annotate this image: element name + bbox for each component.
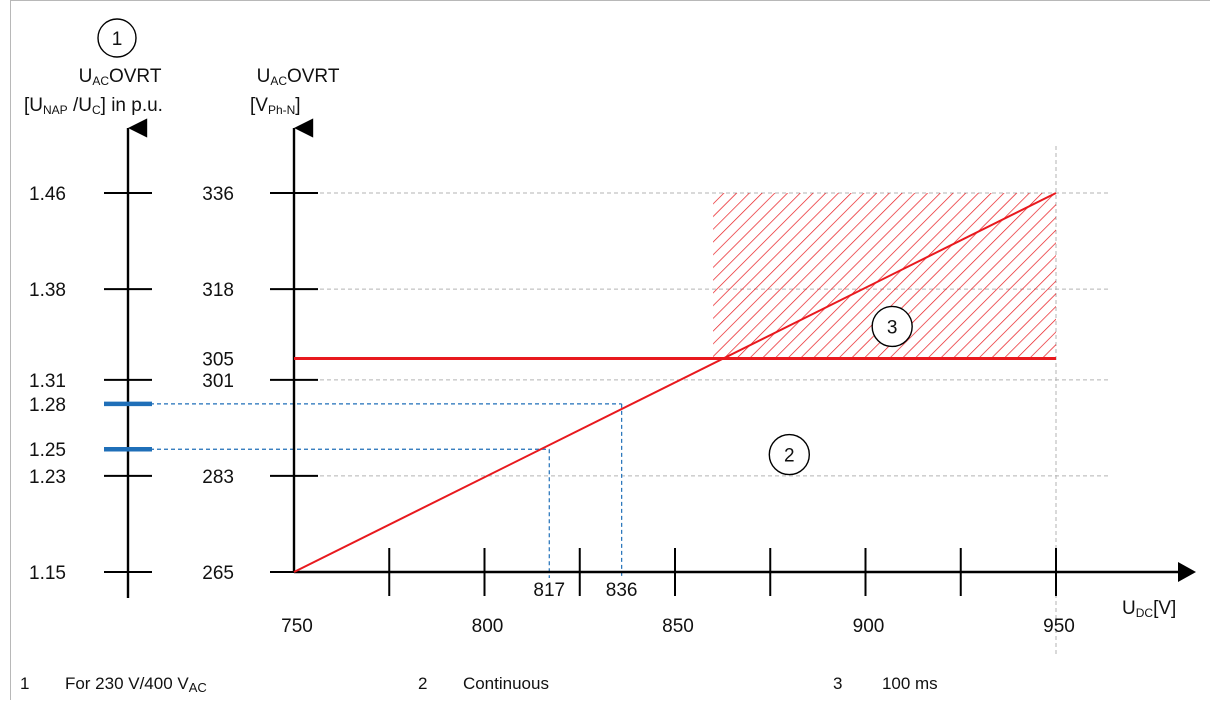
region-marker-label: 2: [784, 446, 795, 467]
left-axis-tick-label: 1.15: [29, 563, 66, 584]
left-axis-highlight-label: 1.28: [29, 395, 66, 416]
left-axis-unit-part: /U: [68, 95, 92, 116]
x-axis-tick-label: 900: [853, 616, 885, 637]
left-axis-title-part: OVRT: [109, 66, 162, 87]
x-axis-title-part: U: [1122, 598, 1136, 619]
right-axis-title-part: OVRT: [287, 66, 340, 87]
left-axis-title-part: U: [79, 66, 93, 87]
ovrt-limit-line: [293, 192, 1057, 573]
legend-item-3: 3 100 ms: [833, 674, 938, 694]
right-axis-tick-label: 301: [202, 371, 234, 392]
region-marker-label: 3: [887, 317, 898, 338]
right-axis-tick-label: 336: [202, 184, 234, 205]
x-axis-arrowhead: [1178, 562, 1196, 582]
x-axis-tick-label: 850: [662, 616, 694, 637]
legend-text: Continuous: [462, 674, 549, 693]
left-axis-unit-part: C: [92, 103, 101, 117]
right-axis-unit: [VPh-N]: [250, 95, 301, 117]
left-axis-tick-label: 1.38: [29, 280, 66, 301]
x-axis-highlight-label: 817: [533, 580, 565, 601]
region-marker-circle: [871, 305, 913, 348]
legend-text: For 230 V/400 V: [64, 674, 189, 693]
x-axis-tick-label: 950: [1043, 616, 1075, 637]
left-axis-unit-part: [U: [24, 95, 43, 116]
x-axis-tick-label: 800: [472, 616, 504, 637]
x-axis-title-part: DC: [1136, 606, 1154, 620]
right-axis-tick-label: 318: [202, 280, 234, 301]
x-axis-highlight-label: 836: [606, 580, 638, 601]
right-axis-title-part: U: [257, 66, 271, 87]
right-axis-unit-part: [V: [250, 95, 268, 116]
right-axis-unit-part: Ph-N: [268, 103, 295, 117]
left-axis-marker-label: 1: [112, 29, 123, 50]
legend-item-2: 2 Continuous: [418, 674, 549, 694]
left-axis-tick-label: 1.46: [29, 184, 66, 205]
left-axis-unit: [UNAP /UC] in p.u.: [24, 95, 163, 117]
left-axis-highlight-label: 1.25: [29, 440, 66, 461]
right-axis-tick-label: 283: [202, 467, 234, 488]
left-axis-tick-label: 1.23: [29, 467, 66, 488]
right-axis-unit-part: ]: [295, 95, 300, 116]
right-axis-title: UACOVRT: [257, 66, 340, 88]
right-axis-title-part: AC: [270, 74, 287, 88]
legend-text: 100 ms: [881, 674, 938, 693]
right-axis-tick-label: 265: [202, 563, 234, 584]
left-axis-marker-circle: [97, 18, 137, 58]
left-axis-unit-part: NAP: [43, 103, 68, 117]
left-axis-unit-part: ] in p.u.: [101, 95, 163, 116]
figure-frame: [10, 0, 1210, 700]
legend-subscript: AC: [188, 680, 207, 695]
x-axis-tick-label: 750: [281, 616, 313, 637]
legend-item-1: 1 For 230 V/400 VAC: [20, 674, 207, 695]
left-axis-title: UACOVRT: [79, 66, 162, 88]
left-axis-tick-label: 1.31: [29, 371, 66, 392]
left-axis-title-part: AC: [92, 74, 109, 88]
right-axis-highlight-label: 305: [202, 349, 234, 370]
legend-number: 1: [20, 674, 30, 693]
region-marker-circle: [768, 433, 810, 476]
legend-number: 3: [833, 674, 843, 693]
x-axis-title: UDC[V]: [1122, 598, 1176, 620]
x-axis-title-part: [V]: [1153, 598, 1176, 619]
ovrt-chart: 1.46 1.38 1.31 1.23 1.15 336 318 301 283 265 1.28 1…: [24, 18, 1196, 655]
legend-number: 2: [418, 674, 428, 693]
